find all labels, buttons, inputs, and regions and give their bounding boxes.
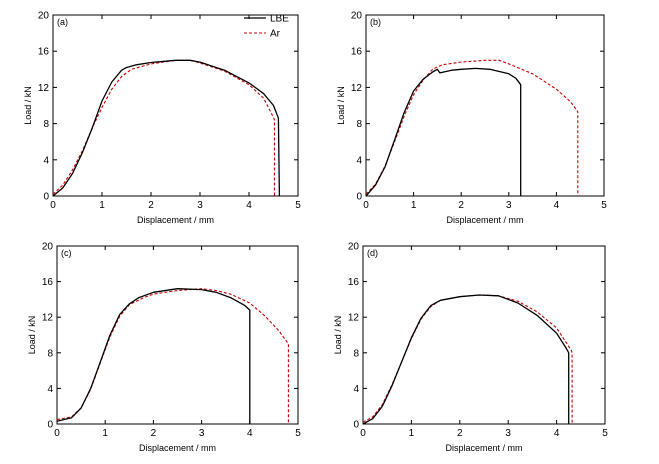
x-tick-label-a: 3: [197, 200, 203, 211]
x-tick-label-c: 5: [295, 428, 301, 439]
series-line-ar-b: [365, 59, 579, 196]
x-axis-title-a: Displacement / mm: [137, 215, 214, 225]
x-tick-label-c: 3: [199, 428, 205, 439]
series-line-lbe-d: [362, 294, 570, 425]
x-tick-label-d: 3: [505, 428, 511, 439]
y-tick-label-c: 12: [42, 313, 54, 324]
x-tick-label-a: 4: [246, 200, 252, 211]
x-tick-label-c: 2: [151, 428, 157, 439]
y-tick-label-c: 8: [47, 348, 53, 359]
y-tick-label-c: 4: [47, 384, 53, 395]
y-tick-label-b: 4: [356, 155, 362, 166]
y-tick-label-c: 16: [42, 277, 54, 288]
series-line-ar-d: [362, 294, 573, 424]
series-line-lbe-b: [365, 67, 522, 197]
x-axis-title-d: Displacement / mm: [445, 443, 522, 453]
y-axis-title-b: Load / kN: [336, 86, 346, 125]
y-tick-label-b: 0: [356, 192, 362, 203]
series-line-lbe-c: [56, 288, 251, 424]
panel-label-d: (d): [367, 248, 378, 258]
y-tick-label-c: 0: [47, 420, 53, 431]
y-tick-label-d: 12: [348, 313, 360, 324]
x-tick-label-b: 1: [411, 200, 417, 211]
y-tick-label-b: 12: [351, 83, 363, 94]
y-tick-label-a: 0: [43, 192, 49, 203]
legend: LBE Ar: [244, 14, 289, 40]
panel-label-a: (a): [57, 17, 68, 27]
x-tick-label-b: 5: [601, 200, 607, 211]
series-line-ar-a: [52, 59, 276, 196]
y-tick-label-d: 0: [353, 420, 359, 431]
x-tick-label-b: 4: [554, 200, 560, 211]
x-tick-label-c: 0: [54, 428, 60, 439]
y-tick-label-d: 16: [348, 277, 360, 288]
x-tick-label-d: 2: [457, 428, 463, 439]
x-tick-label-d: 0: [360, 428, 366, 439]
x-axis-title-b: Displacement / mm: [446, 215, 523, 225]
plot-frame-a: [52, 14, 299, 197]
y-axis-title-c: Load / kN: [27, 316, 37, 355]
y-tick-label-d: 4: [353, 384, 359, 395]
x-tick-label-a: 1: [99, 200, 105, 211]
legend-label-lbe: LBE: [270, 14, 289, 25]
plot-frame-d: [362, 245, 606, 425]
legend-label-ar: Ar: [270, 29, 281, 40]
y-tick-label-b: 8: [356, 119, 362, 130]
x-tick-label-c: 1: [102, 428, 108, 439]
y-tick-label-b: 16: [351, 47, 363, 58]
y-tick-label-d: 8: [353, 348, 359, 359]
y-tick-label-a: 4: [43, 155, 49, 166]
x-tick-label-c: 4: [247, 428, 253, 439]
x-tick-label-d: 5: [602, 428, 608, 439]
x-tick-label-a: 5: [295, 200, 301, 211]
x-tick-label-d: 4: [554, 428, 560, 439]
x-tick-label-a: 2: [148, 200, 154, 211]
y-axis-title-a: Load / kN: [23, 86, 33, 125]
plot-frame-b: [365, 14, 605, 197]
series-line-lbe-a: [52, 59, 281, 197]
y-axis-title-d: Load / kN: [333, 316, 343, 355]
y-tick-label-b: 20: [351, 11, 363, 22]
x-tick-label-b: 2: [458, 200, 464, 211]
panel-label-c: (c): [61, 248, 72, 258]
x-tick-label-a: 0: [50, 200, 56, 211]
y-tick-label-a: 16: [38, 47, 50, 58]
series-line-ar-c: [56, 288, 289, 424]
y-tick-label-a: 12: [38, 83, 50, 94]
plot-frame-c: [56, 245, 299, 425]
y-tick-label-a: 20: [38, 11, 50, 22]
y-tick-label-a: 8: [43, 119, 49, 130]
y-tick-label-d: 20: [348, 242, 360, 253]
x-axis-title-c: Displacement / mm: [139, 443, 216, 453]
panel-label-b: (b): [370, 17, 381, 27]
x-tick-label-d: 1: [409, 428, 415, 439]
x-tick-label-b: 3: [506, 200, 512, 211]
x-tick-label-b: 0: [363, 200, 369, 211]
y-tick-label-c: 20: [42, 242, 54, 253]
